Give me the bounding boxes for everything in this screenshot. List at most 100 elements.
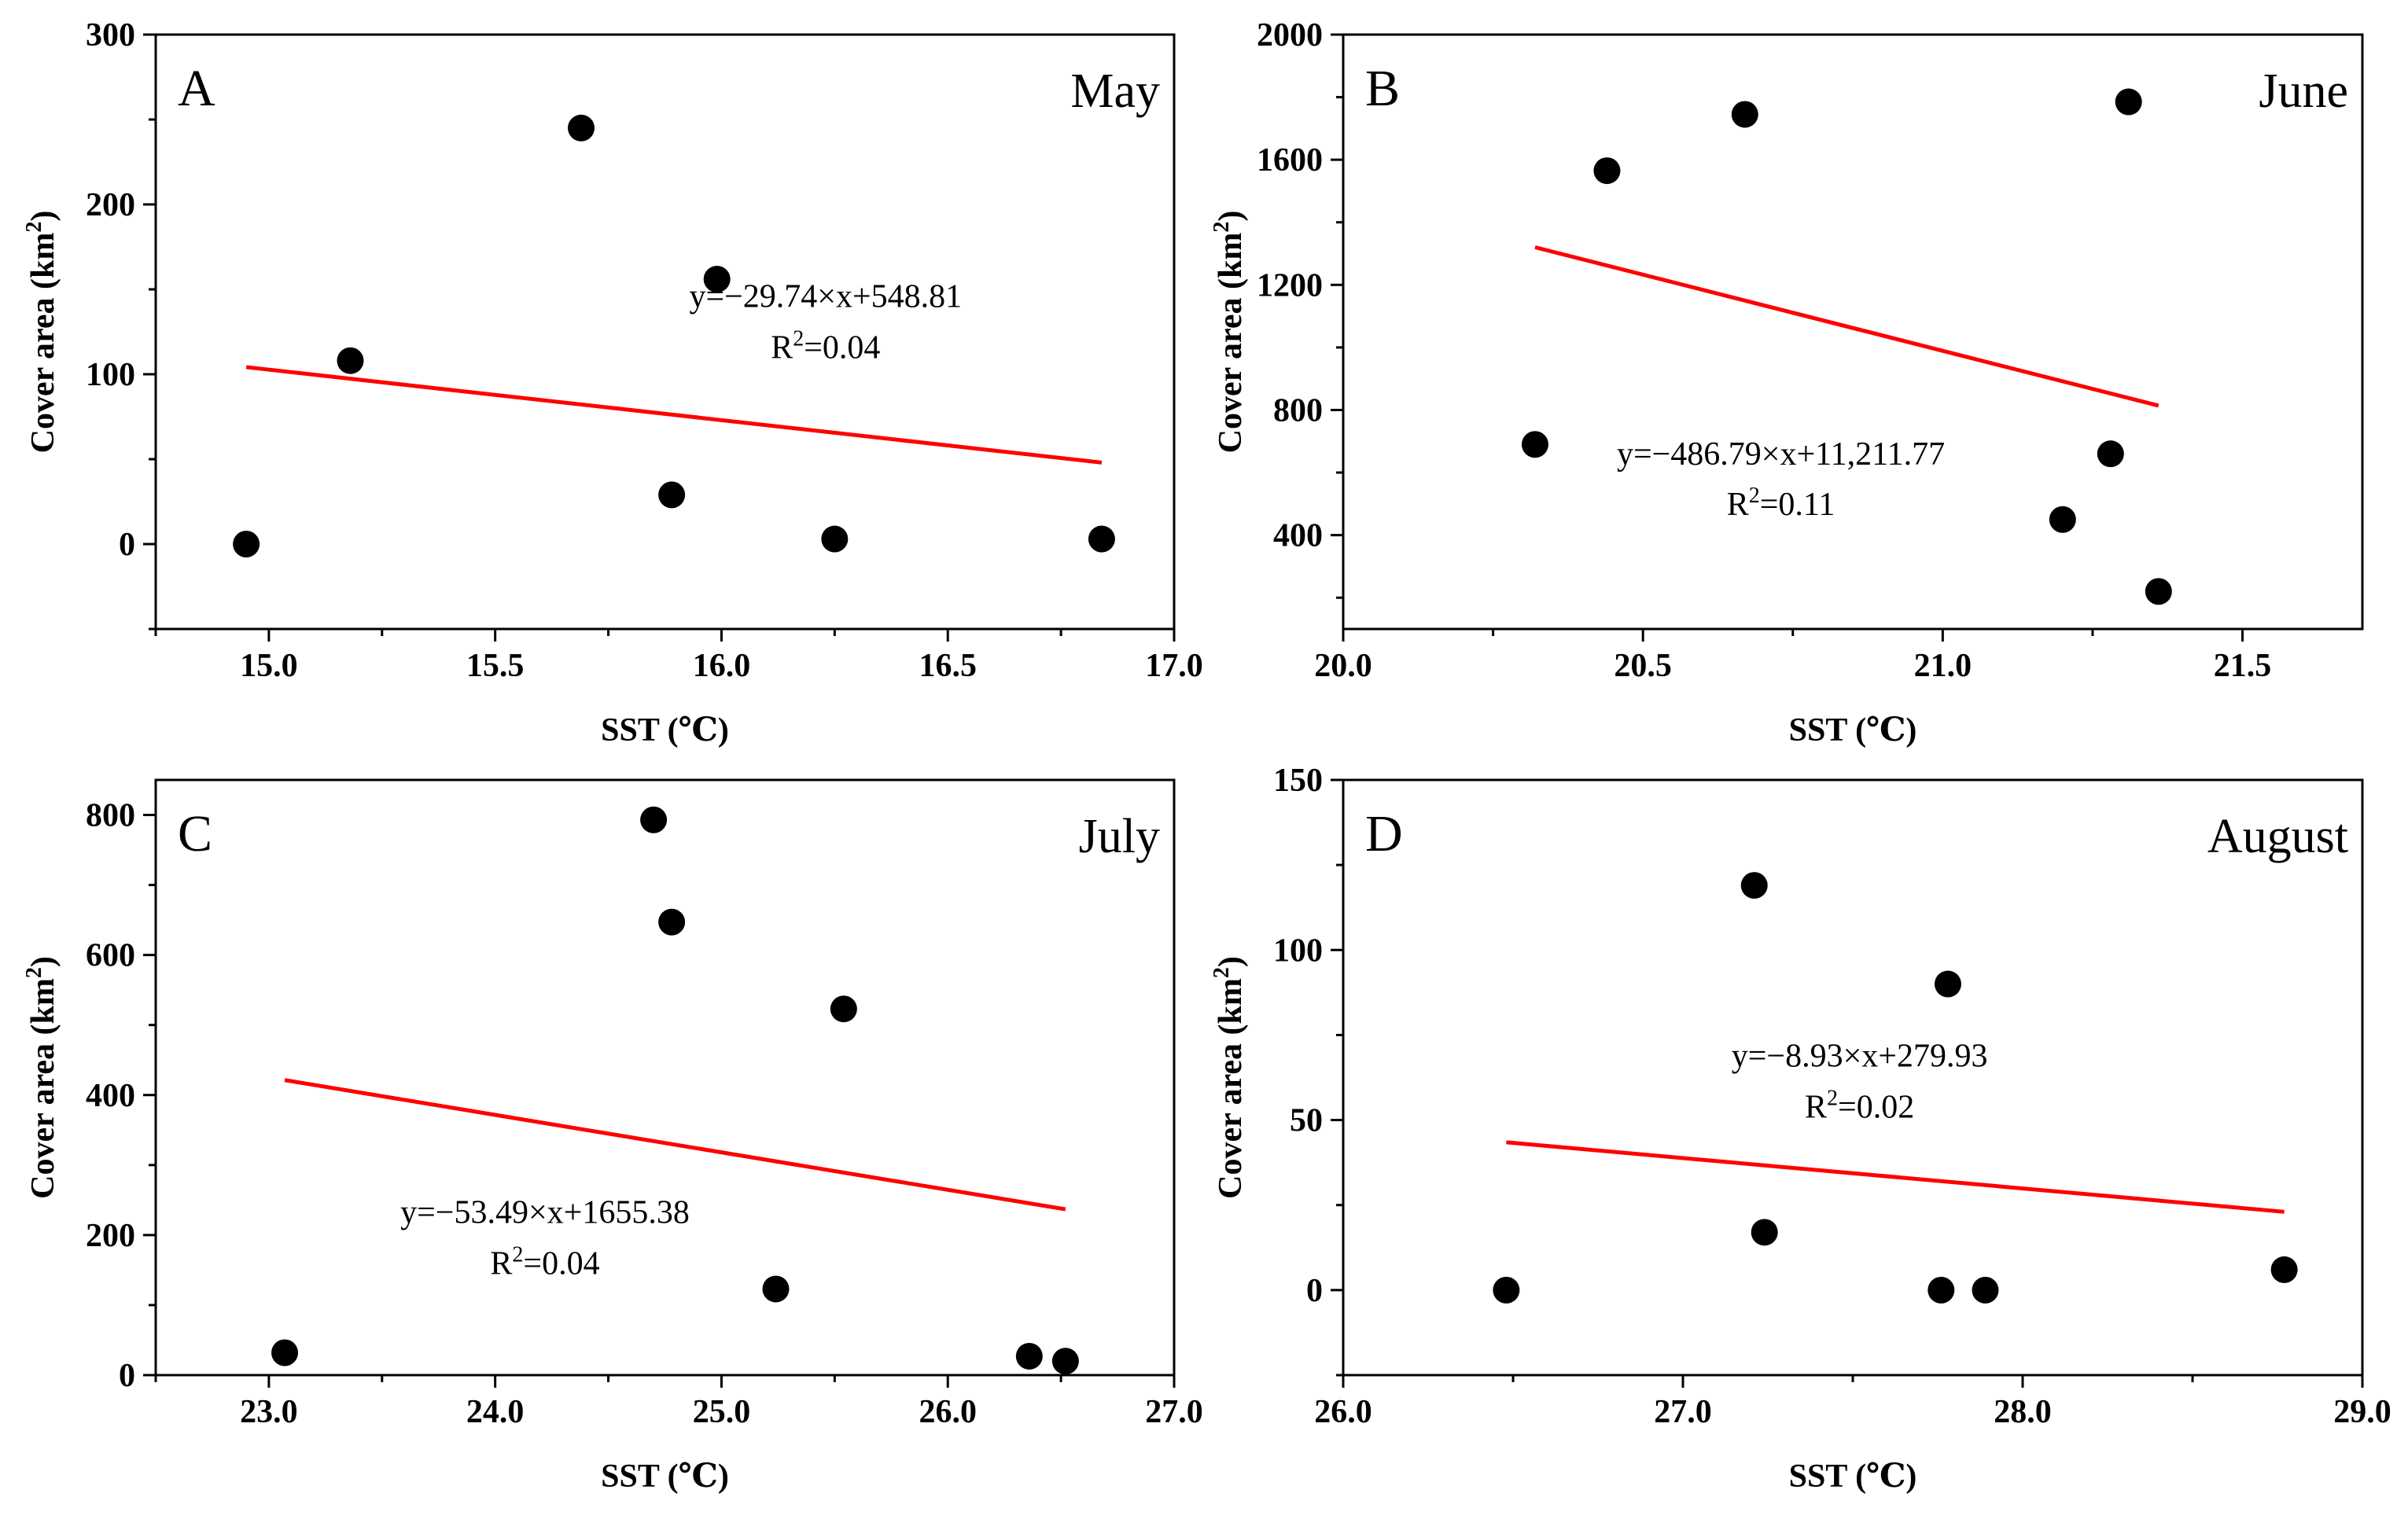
y-tick-label: 300 xyxy=(86,17,135,53)
x-tick-label: 16.0 xyxy=(693,648,751,684)
panel-c: 23.0 24.0 25.0 26.0 27.0 0 200 400 600 800 SST (℃)… xyxy=(22,778,1203,1495)
r-squared-label: R xyxy=(490,1246,512,1282)
y-axis-title-end: ) xyxy=(1213,956,1249,967)
y-axis-title: Cover area (km2) xyxy=(1210,211,1249,454)
y-tick-label: 800 xyxy=(86,798,135,834)
x-tick-label: 21.5 xyxy=(2214,648,2272,684)
y-axis-title-end: ) xyxy=(25,211,61,222)
y-tick-label: 0 xyxy=(1306,1273,1323,1309)
data-point xyxy=(1751,1219,1778,1246)
y-tick-label: 100 xyxy=(86,357,135,393)
data-point xyxy=(1934,970,1961,998)
panel-a: 15.0 15.5 16.0 16.5 17.0 0 100 200 300 SST (℃) Cov… xyxy=(22,17,1203,748)
y-tick-label: 2000 xyxy=(1257,17,1323,53)
x-tick-label: 25.0 xyxy=(693,1394,751,1430)
r-squared-label: R xyxy=(1727,487,1749,523)
y-axis-title-superscript: 2 xyxy=(1210,967,1234,978)
panel-d: 26.0 27.0 28.0 29.0 0 50 100 150 SST (℃) Cover ar… xyxy=(1210,763,2391,1495)
y-tick-label: 0 xyxy=(119,527,135,563)
r-squared: R2=0.02 xyxy=(1805,1086,1914,1125)
x-tick-label: 24.0 xyxy=(466,1394,525,1430)
y-tick-label: 400 xyxy=(86,1078,135,1114)
regression-equation: y=−29.74×x+548.81 xyxy=(689,279,962,315)
x-tick-label: 20.5 xyxy=(1614,648,1672,684)
x-tick-label: 27.0 xyxy=(1654,1394,1712,1430)
y-axis-title-superscript: 2 xyxy=(22,967,46,978)
r-squared-value: =0.04 xyxy=(523,1246,599,1282)
fit-line xyxy=(1534,245,2159,408)
y-tick-label: 150 xyxy=(1273,763,1323,799)
data-point xyxy=(1521,431,1548,458)
panel-title: June xyxy=(2259,64,2348,118)
y-axis-title-main: Cover area (km xyxy=(1213,233,1249,454)
x-tick-label: 23.0 xyxy=(240,1394,298,1430)
data-point xyxy=(2270,1256,2298,1283)
y-axis-title-end: ) xyxy=(1213,211,1249,222)
y-tick-label: 200 xyxy=(86,187,135,223)
x-tick-label: 15.0 xyxy=(240,648,298,684)
regression-equation: y=−8.93×x+279.93 xyxy=(1732,1038,1988,1074)
y-axis-title-main: Cover area (km xyxy=(25,978,61,1199)
y-tick-label: 200 xyxy=(86,1218,135,1254)
data-point xyxy=(762,1275,790,1303)
regression-equation: y=−53.49×x+1655.38 xyxy=(400,1194,690,1230)
fit-line xyxy=(245,365,1103,465)
y-tick-label: 1600 xyxy=(1257,142,1323,178)
data-point xyxy=(640,806,668,833)
data-point xyxy=(1740,872,1768,899)
plot-frame xyxy=(154,778,1176,1377)
x-tick-label: 26.0 xyxy=(919,1394,977,1430)
plot-frame xyxy=(1342,33,2364,631)
panel-b: 20.0 20.5 21.0 21.5 400 800 1200 1600 2000 SST (℃… xyxy=(1210,17,2364,748)
r-squared-superscript: 2 xyxy=(512,1243,523,1267)
data-point xyxy=(658,908,686,936)
data-point xyxy=(830,995,857,1023)
x-tick-label: 28.0 xyxy=(1994,1394,2052,1430)
data-point xyxy=(1051,1348,1079,1375)
y-axis-title: Cover area (km2) xyxy=(1210,956,1249,1199)
data-point xyxy=(1493,1276,1520,1304)
x-tick-label: 27.0 xyxy=(1145,1394,1203,1430)
x-axis-title: SST (℃) xyxy=(1789,712,1917,748)
data-point xyxy=(821,525,849,553)
data-point xyxy=(337,347,364,374)
data-point xyxy=(1593,157,1621,185)
y-axis-title: Cover area (km2) xyxy=(22,956,61,1199)
data-point xyxy=(568,114,595,142)
y-axis-title-main: Cover area (km xyxy=(25,233,61,454)
data-point xyxy=(1928,1276,1955,1304)
r-squared-label: R xyxy=(771,329,793,366)
r-squared-label: R xyxy=(1805,1089,1827,1125)
r-squared: R2=0.04 xyxy=(771,326,880,366)
data-point xyxy=(703,266,731,293)
r-squared-superscript: 2 xyxy=(793,326,804,351)
data-point xyxy=(233,531,260,557)
panel-letter: B xyxy=(1365,60,1400,117)
y-tick-label: 100 xyxy=(1273,932,1323,969)
y-axis-title-superscript: 2 xyxy=(1210,222,1234,233)
panel-title: August xyxy=(2207,810,2348,863)
data-point xyxy=(2049,506,2076,533)
y-tick-label: 0 xyxy=(119,1358,135,1394)
data-point xyxy=(2145,578,2172,605)
y-tick-label: 400 xyxy=(1273,518,1323,554)
x-tick-label: 21.0 xyxy=(1914,648,1972,684)
x-axis-title: SST (℃) xyxy=(601,712,729,748)
x-axis-title: SST (℃) xyxy=(601,1458,729,1495)
y-axis-title-superscript: 2 xyxy=(22,222,46,233)
data-point xyxy=(2097,440,2124,468)
fit-line xyxy=(284,1078,1066,1212)
x-tick-label: 16.5 xyxy=(919,648,977,684)
y-tick-label: 600 xyxy=(86,938,135,974)
r-squared: R2=0.11 xyxy=(1727,484,1835,523)
fit-line xyxy=(1506,1140,2285,1214)
panel-title: July xyxy=(1079,810,1160,863)
r-squared-superscript: 2 xyxy=(1827,1086,1838,1110)
panel-letter: D xyxy=(1365,805,1403,862)
r-squared-value: =0.11 xyxy=(1760,487,1835,523)
r-squared-value: =0.04 xyxy=(804,329,880,366)
data-point xyxy=(658,481,686,509)
regression-equation: y=−486.79×x+11,211.77 xyxy=(1617,436,1945,473)
y-tick-label: 800 xyxy=(1273,392,1323,428)
